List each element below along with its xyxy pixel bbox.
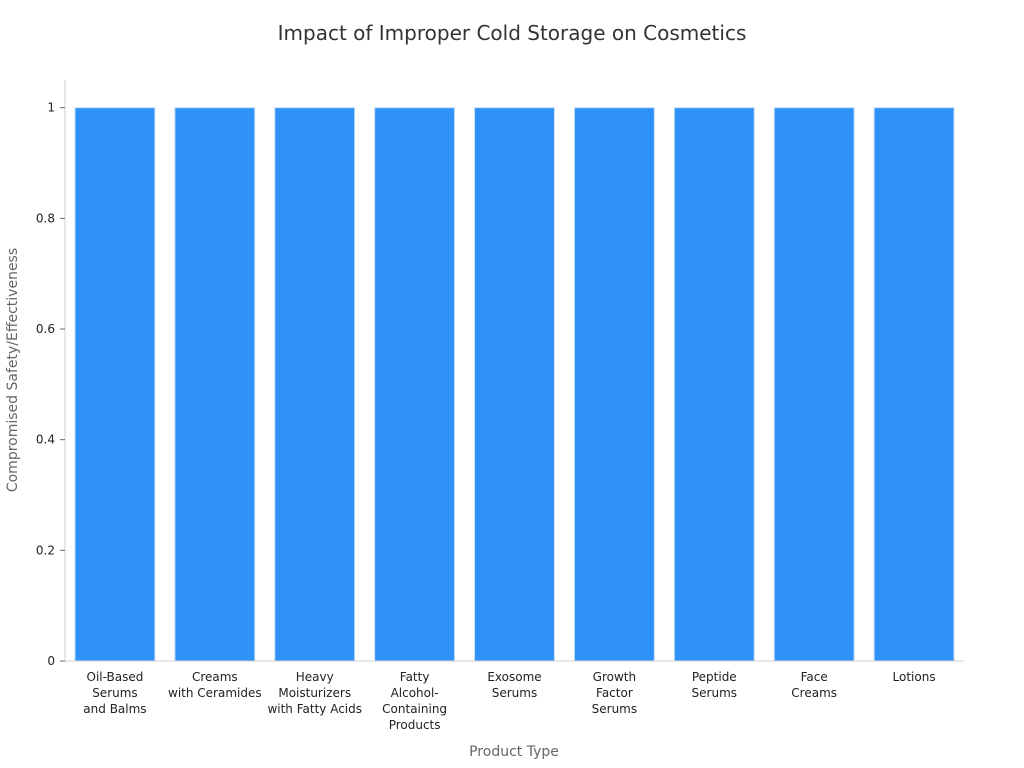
- bar[interactable]: [274, 107, 356, 662]
- y-axis-title: Compromised Safety/Effectiveness: [5, 248, 21, 492]
- bar[interactable]: [773, 107, 855, 662]
- y-ticks: 0 0.2 0.4 0.6 0.8 1: [36, 101, 65, 668]
- y-tick-label: 0.8: [36, 211, 55, 225]
- bar[interactable]: [573, 107, 655, 662]
- x-tick-label: Peptide Serums: [692, 670, 737, 700]
- bar[interactable]: [174, 107, 256, 662]
- chart-title: Impact of Improper Cold Storage on Cosme…: [278, 21, 747, 45]
- bar[interactable]: [74, 107, 156, 662]
- x-tick-label: Face Creams: [791, 670, 837, 700]
- x-tick-label: Exosome Serums: [487, 670, 541, 700]
- x-tick-label: Heavy Moisturizers with Fatty Acids: [267, 670, 362, 716]
- bar[interactable]: [474, 107, 555, 662]
- y-tick-label: 0.2: [36, 543, 55, 557]
- y-tick-label: 0: [47, 654, 55, 668]
- x-tick-label: Growth Factor Serums: [592, 670, 637, 716]
- y-tick-label: 0.4: [36, 433, 55, 447]
- bar[interactable]: [673, 107, 755, 662]
- x-tick-label: Fatty Alcohol-Containing Products: [382, 670, 447, 732]
- x-tick-label: Lotions: [893, 670, 936, 684]
- bars-group: [74, 107, 955, 662]
- bar[interactable]: [374, 107, 456, 662]
- y-tick-label: 0.6: [36, 322, 55, 336]
- bar[interactable]: [873, 107, 955, 662]
- x-tick-label: Oil-Based Serums and Balms: [83, 670, 146, 716]
- x-axis-title: Product Type: [469, 744, 559, 760]
- x-tick-label: Creams with Ceramides: [168, 670, 262, 700]
- x-ticks: Oil-Based Serums and Balms Creams with Ceram…: [83, 670, 935, 732]
- y-tick-label: 1: [47, 101, 55, 115]
